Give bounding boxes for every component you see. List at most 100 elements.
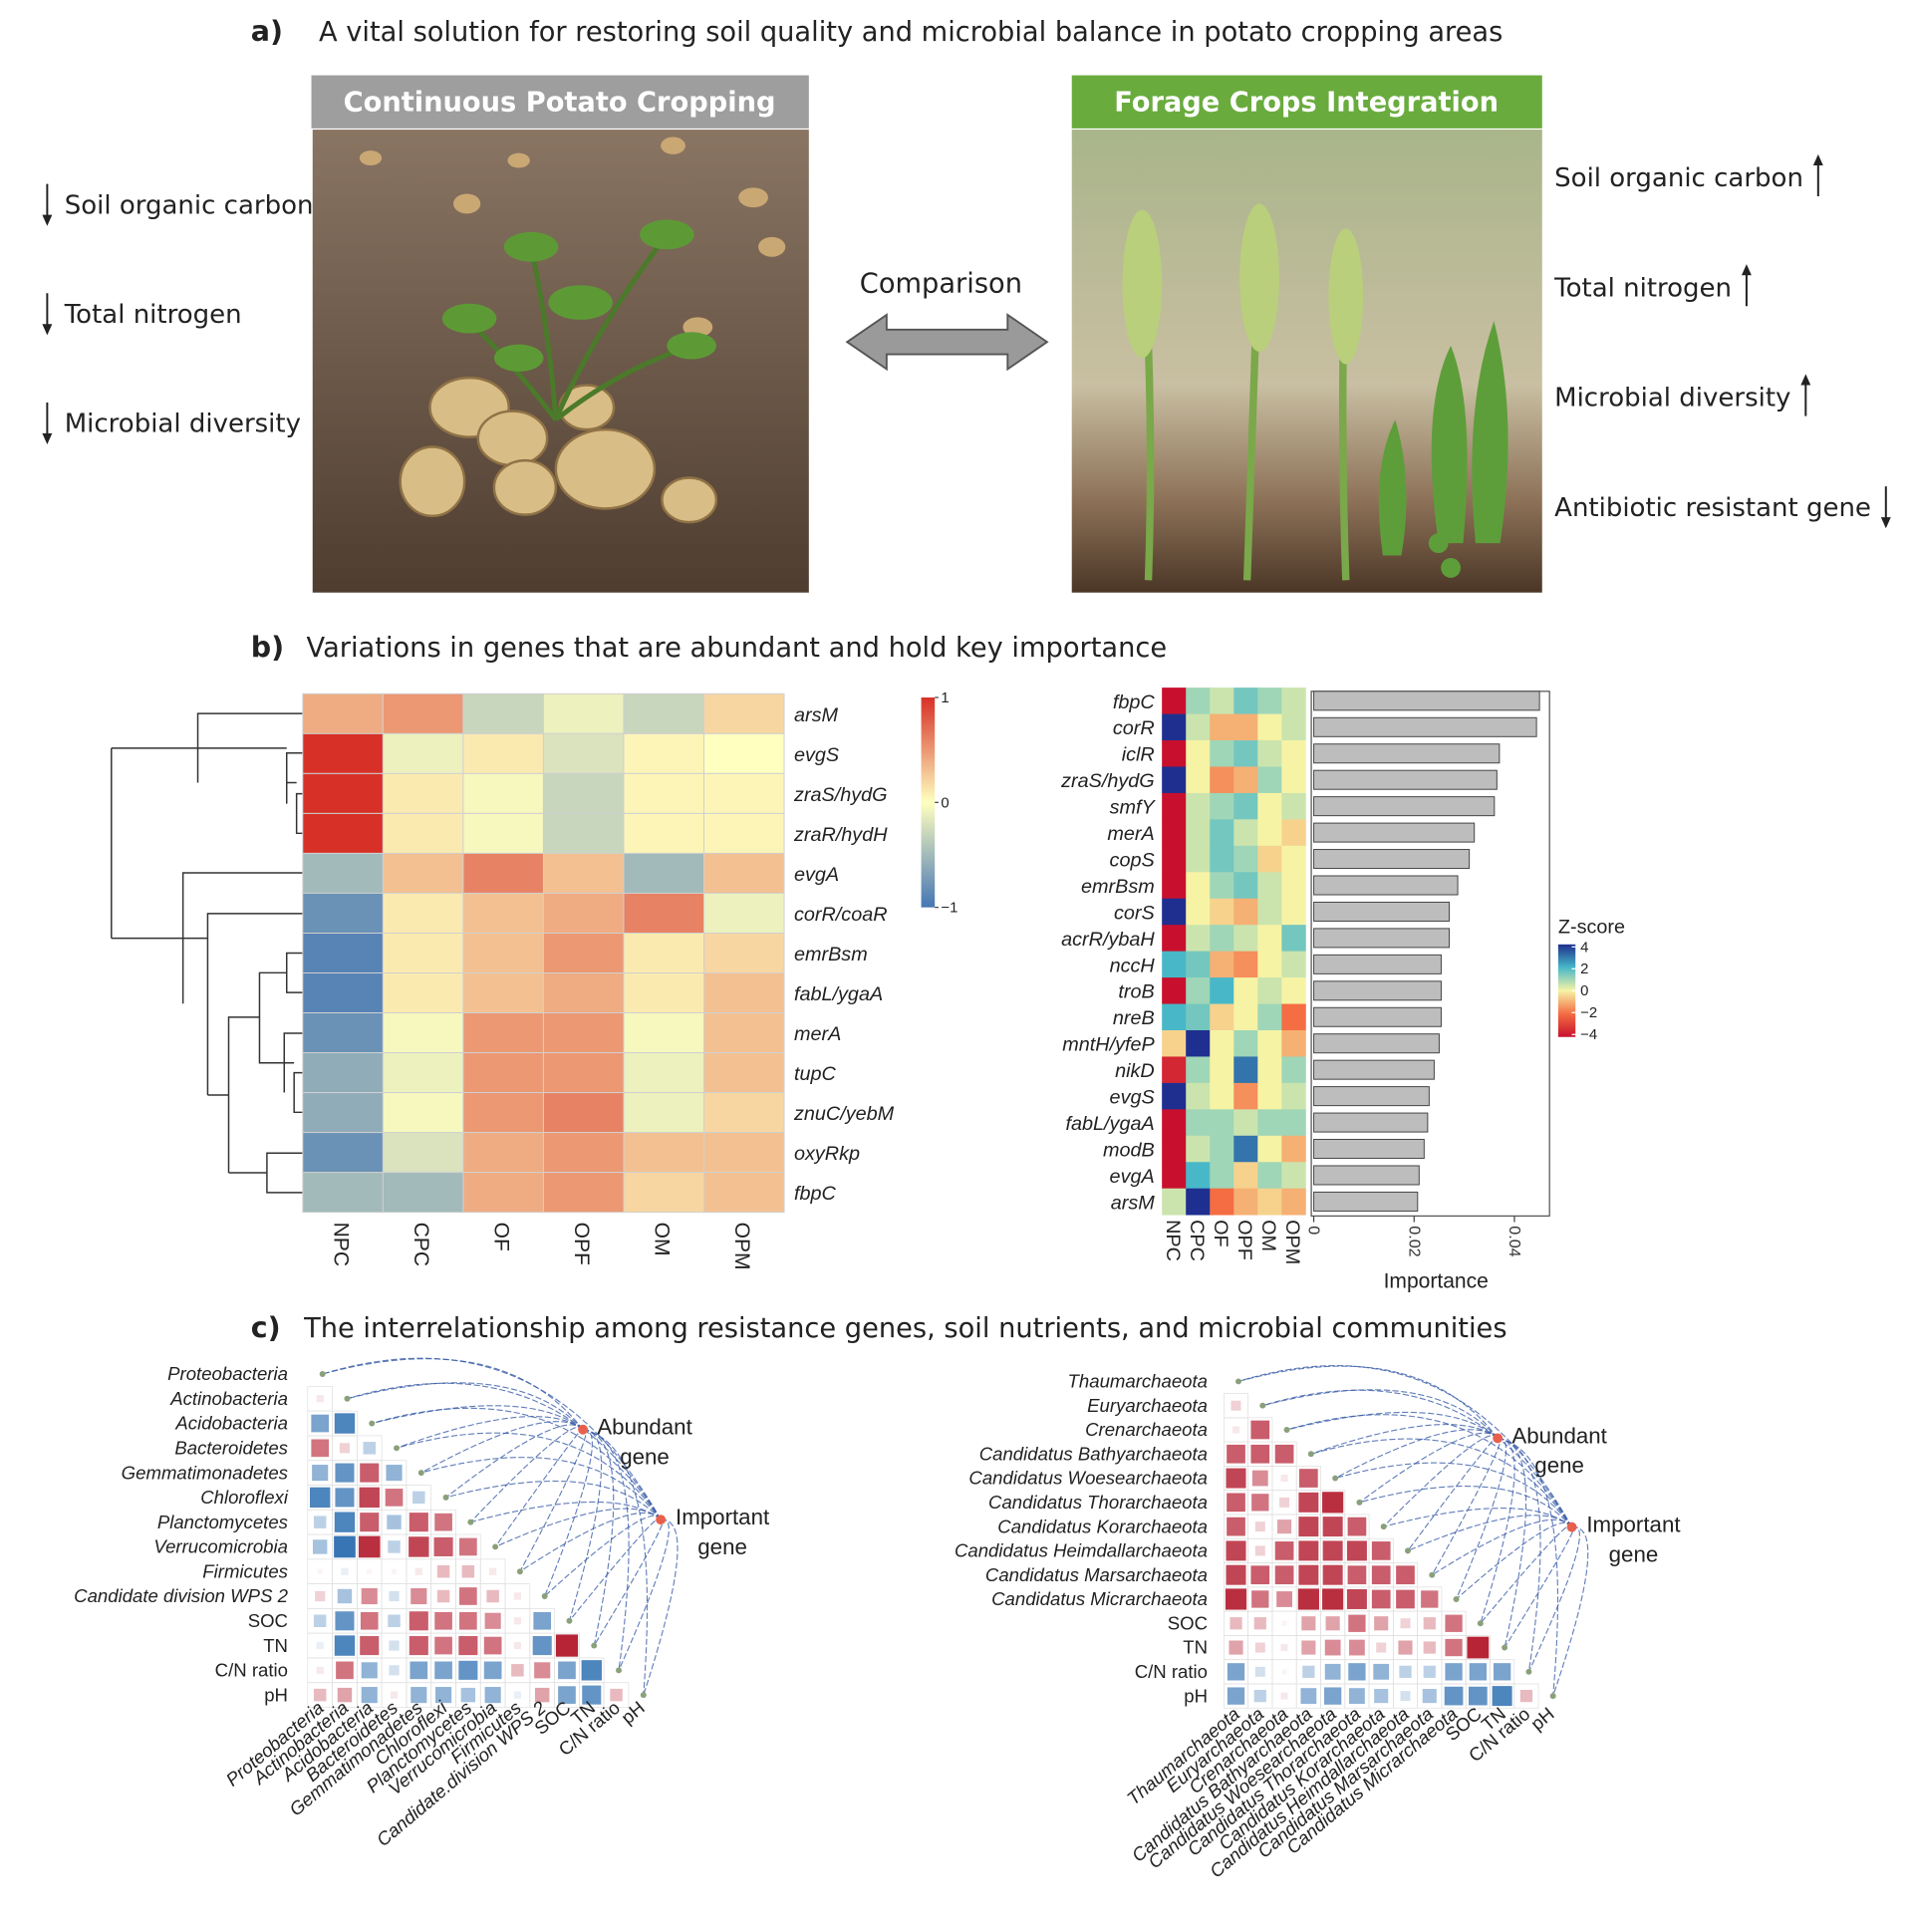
correlation-square bbox=[1227, 1663, 1245, 1681]
correlation-square bbox=[1281, 1620, 1287, 1626]
connector bbox=[1552, 1526, 1589, 1697]
heatmap-cell bbox=[1186, 766, 1211, 794]
correlation-square bbox=[1250, 1420, 1270, 1440]
connector bbox=[1237, 1365, 1499, 1439]
correlation-square bbox=[1399, 1665, 1412, 1678]
column-label: OM bbox=[1257, 1220, 1279, 1251]
heatmap-cell bbox=[1210, 951, 1234, 978]
heatmap-cell bbox=[1233, 977, 1258, 1004]
correlation-square bbox=[1298, 1564, 1319, 1585]
row-label: arsM bbox=[1111, 1192, 1156, 1214]
panel-label: a) bbox=[251, 15, 283, 48]
row-label: C/N ratio bbox=[1135, 1661, 1208, 1682]
correlation-square bbox=[385, 1489, 404, 1507]
heatmap-cell bbox=[1233, 1082, 1258, 1110]
connector bbox=[1262, 1389, 1499, 1439]
heatmap-cell bbox=[1210, 845, 1234, 873]
heatmap-cell bbox=[1233, 792, 1258, 820]
correlation-bacteria: Proteobacteria Actinobacteria Acidobacteri… bbox=[74, 1357, 770, 1850]
correlation-square bbox=[409, 1611, 428, 1631]
panel-title: Variations in genes that are abundant an… bbox=[307, 633, 1168, 664]
heatmap-cell bbox=[302, 972, 384, 1014]
correlation-square bbox=[1423, 1617, 1436, 1630]
correlation-square bbox=[436, 1564, 450, 1578]
row-label: oxyRkp bbox=[794, 1143, 860, 1165]
heatmap-cell bbox=[703, 892, 785, 934]
row-label: nreB bbox=[1113, 1007, 1155, 1029]
row-label: merA bbox=[1107, 823, 1154, 845]
row-label: corR bbox=[1113, 717, 1155, 739]
correlation-square bbox=[513, 1641, 522, 1650]
bar bbox=[1313, 1139, 1425, 1160]
heatmap-cell bbox=[1281, 977, 1306, 1004]
bar bbox=[1313, 1059, 1435, 1080]
heatmap-cell bbox=[542, 692, 625, 734]
indicator-label: Total nitrogen bbox=[64, 300, 242, 330]
row-label: TN bbox=[263, 1635, 288, 1656]
correlation-square bbox=[459, 1537, 477, 1556]
connector-end bbox=[1429, 1571, 1436, 1578]
row-label: fabL/ygaA bbox=[1066, 1113, 1155, 1135]
arrow-head bbox=[42, 432, 53, 445]
indicator-label: Total nitrogen bbox=[1553, 273, 1732, 303]
row-label: modB bbox=[1103, 1139, 1155, 1161]
connector bbox=[1359, 1486, 1572, 1527]
correlation-square bbox=[1276, 1591, 1292, 1607]
correlation-square bbox=[1422, 1689, 1437, 1704]
row-label: nccH bbox=[1110, 955, 1156, 976]
heatmap-cell bbox=[1162, 819, 1187, 847]
row-label: acrR/ybaH bbox=[1061, 929, 1155, 951]
connector bbox=[396, 1432, 662, 1520]
heatmap-cell bbox=[302, 1092, 384, 1134]
heatmap-cell bbox=[1186, 1082, 1211, 1110]
correlation-square bbox=[1254, 1642, 1265, 1653]
correlation-square bbox=[434, 1636, 452, 1655]
heatmap-cell bbox=[462, 1172, 544, 1214]
heatmap-cell bbox=[1162, 1082, 1187, 1110]
row-label: TN bbox=[1183, 1637, 1208, 1658]
correlation-square bbox=[1324, 1639, 1341, 1656]
correlation-square bbox=[610, 1688, 623, 1702]
correlation-square bbox=[511, 1664, 524, 1677]
heatmap-cell bbox=[1186, 819, 1211, 847]
heatmap-cell bbox=[1257, 792, 1282, 820]
correlation-square bbox=[387, 1515, 402, 1529]
row-label: fbpC bbox=[794, 1183, 837, 1205]
arrow-head bbox=[1812, 153, 1823, 166]
correlation-square bbox=[360, 1636, 380, 1656]
column-label: CPC bbox=[410, 1223, 432, 1266]
heatmap-cell bbox=[1281, 740, 1306, 767]
heatmap-cell bbox=[1186, 977, 1211, 1004]
correlation-square bbox=[1253, 1689, 1266, 1703]
connector bbox=[372, 1405, 584, 1431]
correlation-square bbox=[410, 1661, 428, 1680]
correlation-square bbox=[1445, 1638, 1463, 1657]
correlation-square bbox=[389, 1640, 400, 1651]
correlation-square bbox=[1324, 1663, 1341, 1680]
heatmap-cell bbox=[302, 892, 384, 934]
heatmap-cell bbox=[1281, 1003, 1306, 1031]
correlation-square bbox=[483, 1636, 502, 1655]
heatmap-cell bbox=[1281, 1188, 1306, 1216]
connector bbox=[544, 1429, 593, 1597]
correlation-square bbox=[483, 1661, 502, 1680]
correlation-square bbox=[1469, 1663, 1488, 1681]
heatmap-cell bbox=[462, 1092, 544, 1134]
correlation-square bbox=[1469, 1686, 1488, 1706]
correlation-square bbox=[1227, 1444, 1245, 1464]
heatmap-cell bbox=[382, 852, 464, 894]
connector bbox=[1480, 1437, 1515, 1624]
row-label: Acidobacteria bbox=[174, 1413, 288, 1434]
correlation-square bbox=[361, 1662, 378, 1679]
correlation-square bbox=[1298, 1492, 1319, 1513]
correlation-square bbox=[1299, 1469, 1318, 1488]
connector-end bbox=[319, 1371, 326, 1377]
correlation-square bbox=[389, 1590, 400, 1602]
connector bbox=[1334, 1429, 1499, 1480]
correlation-square bbox=[1371, 1541, 1391, 1560]
heatmap-cell bbox=[1257, 766, 1282, 794]
correlation-square bbox=[581, 1660, 602, 1681]
dendrogram bbox=[111, 712, 303, 1194]
column-label: NPC bbox=[329, 1223, 352, 1266]
